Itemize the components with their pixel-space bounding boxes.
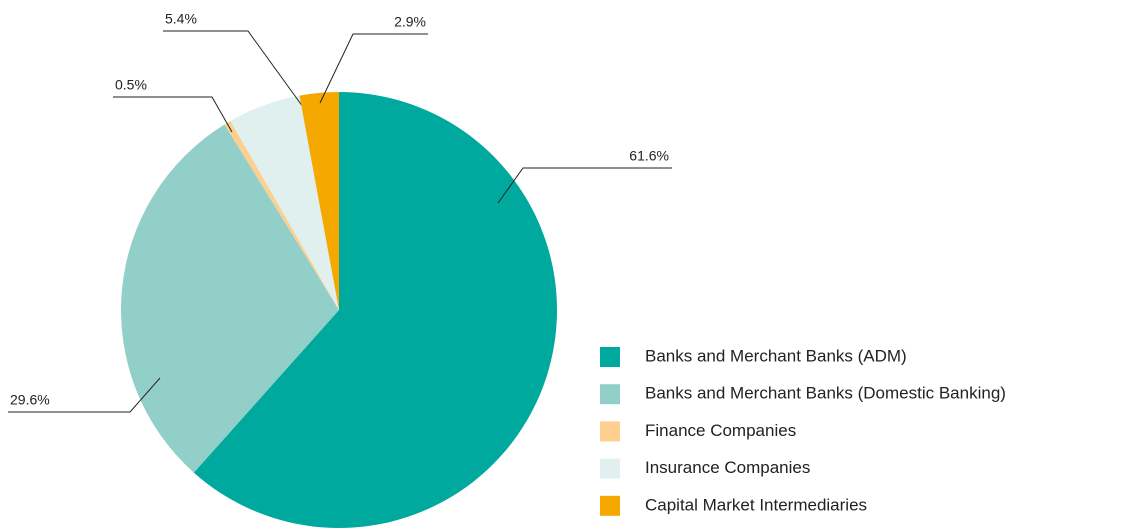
- leader-line: [319, 33, 428, 104]
- pie-slice: [224, 120, 339, 311]
- pie-slice: [230, 95, 339, 310]
- leader-line: [113, 96, 233, 133]
- legend-swatch: [600, 495, 620, 516]
- legend-swatch: [600, 421, 620, 442]
- legend-label: Banks and Merchant Banks (Domestic Banki…: [645, 384, 1006, 403]
- data-label: 61.6%: [629, 148, 669, 164]
- pie-slice: [121, 124, 340, 473]
- data-label: 29.6%: [10, 392, 50, 408]
- legend-swatch: [600, 384, 620, 405]
- leader-line: [497, 167, 672, 204]
- data-label: 0.5%: [115, 77, 147, 93]
- pie-slice: [299, 92, 339, 310]
- leader-line: [163, 30, 304, 108]
- legend-label: Capital Market Intermediaries: [645, 495, 867, 514]
- legend-swatch: [600, 347, 620, 367]
- pie-slice: [193, 92, 557, 528]
- legend-label: Insurance Companies: [645, 458, 810, 477]
- legend-label: Banks and Merchant Banks (ADM): [645, 346, 907, 365]
- data-label: 5.4%: [165, 11, 197, 27]
- data-label: 2.9%: [394, 14, 426, 30]
- legend-label: Finance Companies: [645, 421, 796, 440]
- legend-swatch: [600, 458, 620, 479]
- leader-line: [8, 377, 161, 413]
